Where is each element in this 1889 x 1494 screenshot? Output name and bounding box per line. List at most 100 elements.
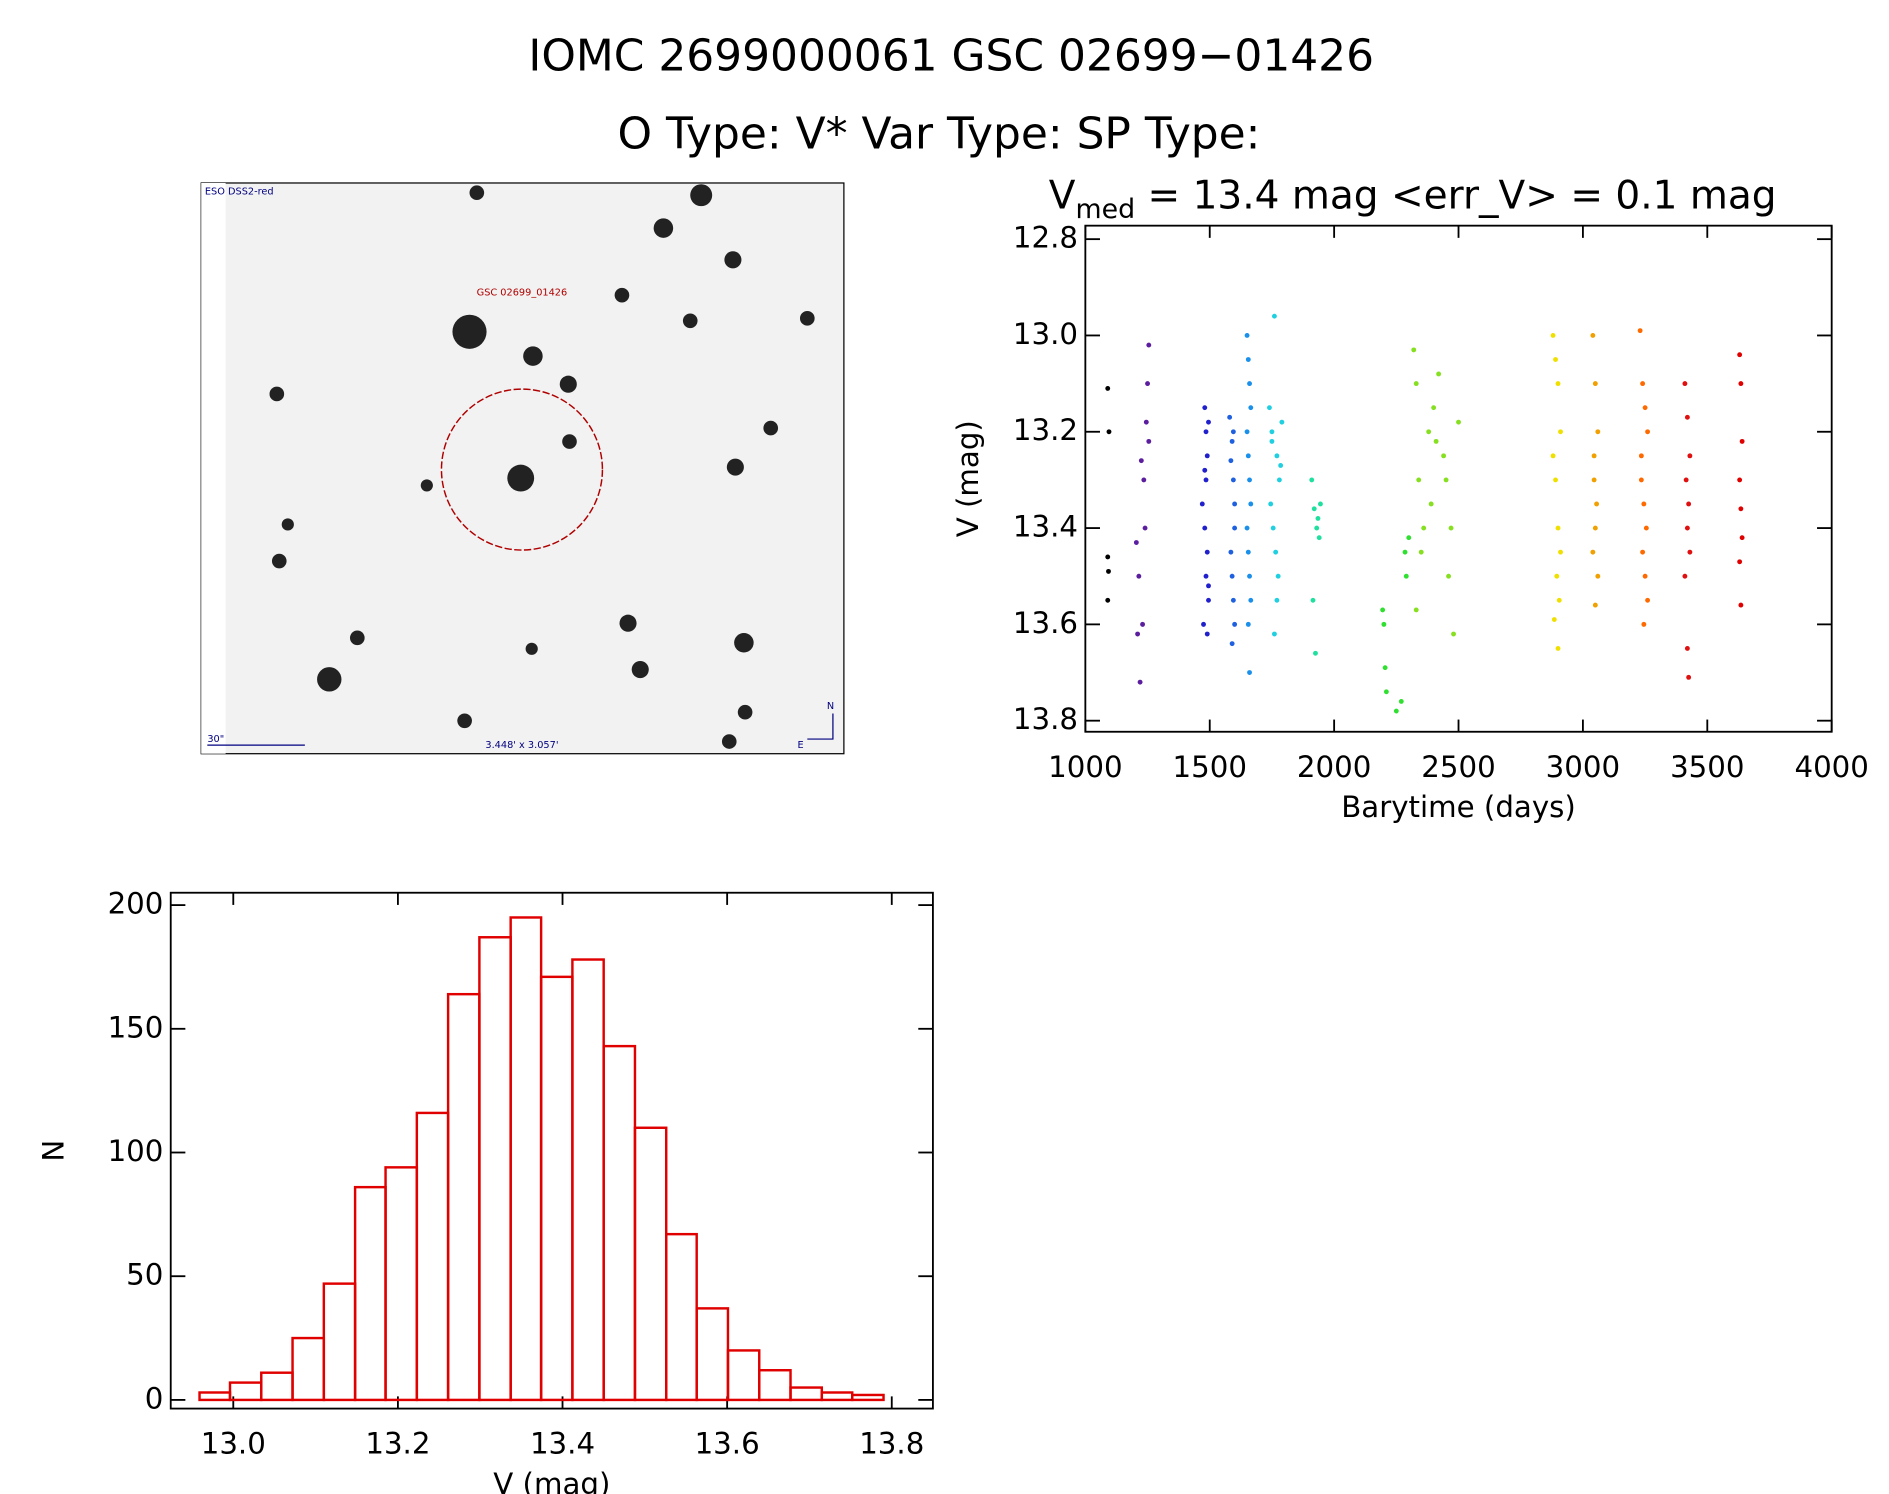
bar [478, 936, 512, 1402]
point [1135, 631, 1141, 637]
point [1553, 357, 1558, 362]
point [1645, 597, 1651, 603]
plot-frame [169, 891, 934, 1410]
point [1244, 525, 1250, 531]
y-tick-label: 13.6 [1013, 606, 1078, 640]
point [1640, 381, 1646, 387]
bar [695, 1307, 730, 1402]
point [1558, 429, 1563, 435]
bar [665, 1232, 698, 1402]
point [1203, 429, 1209, 435]
y-tick-label: 0 [145, 1381, 164, 1415]
finder-size: 3.448' x 3.057' [485, 740, 558, 751]
point [1275, 573, 1281, 579]
x-tick-label: 13.2 [365, 1427, 430, 1461]
point [1203, 573, 1209, 579]
point [1687, 549, 1693, 555]
point [1738, 381, 1744, 387]
point [1143, 419, 1149, 425]
point [1431, 405, 1437, 411]
point [1737, 352, 1743, 358]
point [1683, 477, 1689, 483]
y-tick-label: 100 [108, 1134, 164, 1168]
point [1433, 438, 1439, 444]
point [1248, 405, 1254, 411]
point [1136, 573, 1142, 579]
point [1642, 405, 1648, 411]
point [1229, 438, 1235, 444]
point [1426, 429, 1432, 435]
point [1595, 573, 1601, 579]
point [1146, 342, 1152, 348]
point [1686, 501, 1692, 507]
header-line1: IOMC 2699000061 GSC 02699−01426 [528, 31, 1374, 82]
point [1106, 568, 1111, 574]
point [1682, 573, 1688, 579]
point [1274, 453, 1280, 459]
point [1204, 549, 1210, 555]
point [1739, 535, 1745, 541]
x-axis-label: Barytime (days) [1341, 790, 1576, 824]
point [1204, 631, 1210, 637]
point [1142, 525, 1148, 531]
point [1592, 602, 1598, 608]
point [1310, 597, 1316, 603]
y-tick-label: 50 [126, 1258, 163, 1292]
point [1645, 429, 1651, 435]
point [1595, 429, 1601, 435]
point [1245, 549, 1251, 555]
point [1137, 679, 1143, 685]
point [1138, 458, 1144, 464]
point [1451, 631, 1456, 637]
point [1267, 405, 1272, 411]
point [1558, 549, 1563, 555]
point [1380, 607, 1386, 613]
x-tick-label: 3500 [1670, 750, 1744, 784]
point [1403, 573, 1409, 579]
point [1446, 573, 1452, 579]
point [1592, 525, 1598, 531]
point [1553, 477, 1558, 483]
point [1641, 621, 1647, 627]
point [1555, 646, 1561, 651]
point [1418, 549, 1424, 555]
point [1311, 506, 1317, 512]
bar [291, 1336, 326, 1402]
point [1146, 438, 1152, 444]
finder-image: ESO DSS2-red GSC 02699_01426 30" 3.448' … [200, 182, 845, 755]
point [1314, 525, 1320, 531]
point [1411, 347, 1417, 353]
point [1441, 453, 1447, 459]
x-tick-label: 13.4 [530, 1427, 595, 1461]
point [1232, 501, 1238, 507]
title-rest: = 13.4 mag <err_V> = 0.1 mag [1135, 173, 1776, 218]
point [1555, 525, 1561, 531]
point [1206, 583, 1211, 589]
point [1406, 535, 1412, 541]
point [1230, 597, 1236, 603]
point [1686, 674, 1692, 680]
point [1202, 525, 1208, 531]
bar [353, 1185, 387, 1402]
point [1402, 549, 1408, 555]
point [1279, 419, 1285, 425]
point [1271, 631, 1277, 637]
point [1590, 333, 1596, 338]
point [1206, 419, 1211, 425]
point [1382, 665, 1388, 671]
point [1204, 453, 1210, 459]
point [1413, 381, 1419, 387]
point [1228, 458, 1234, 464]
point [1203, 477, 1209, 483]
bar [726, 1349, 761, 1402]
bar [539, 975, 574, 1402]
point [1269, 438, 1275, 444]
point [1684, 646, 1690, 651]
y-tick-label: 200 [108, 887, 164, 921]
point [1416, 477, 1422, 483]
y-tick-label: 13.8 [1013, 702, 1078, 736]
point [1229, 641, 1235, 647]
point [1551, 617, 1557, 622]
title-main: V [1049, 173, 1076, 218]
point [1269, 429, 1275, 435]
